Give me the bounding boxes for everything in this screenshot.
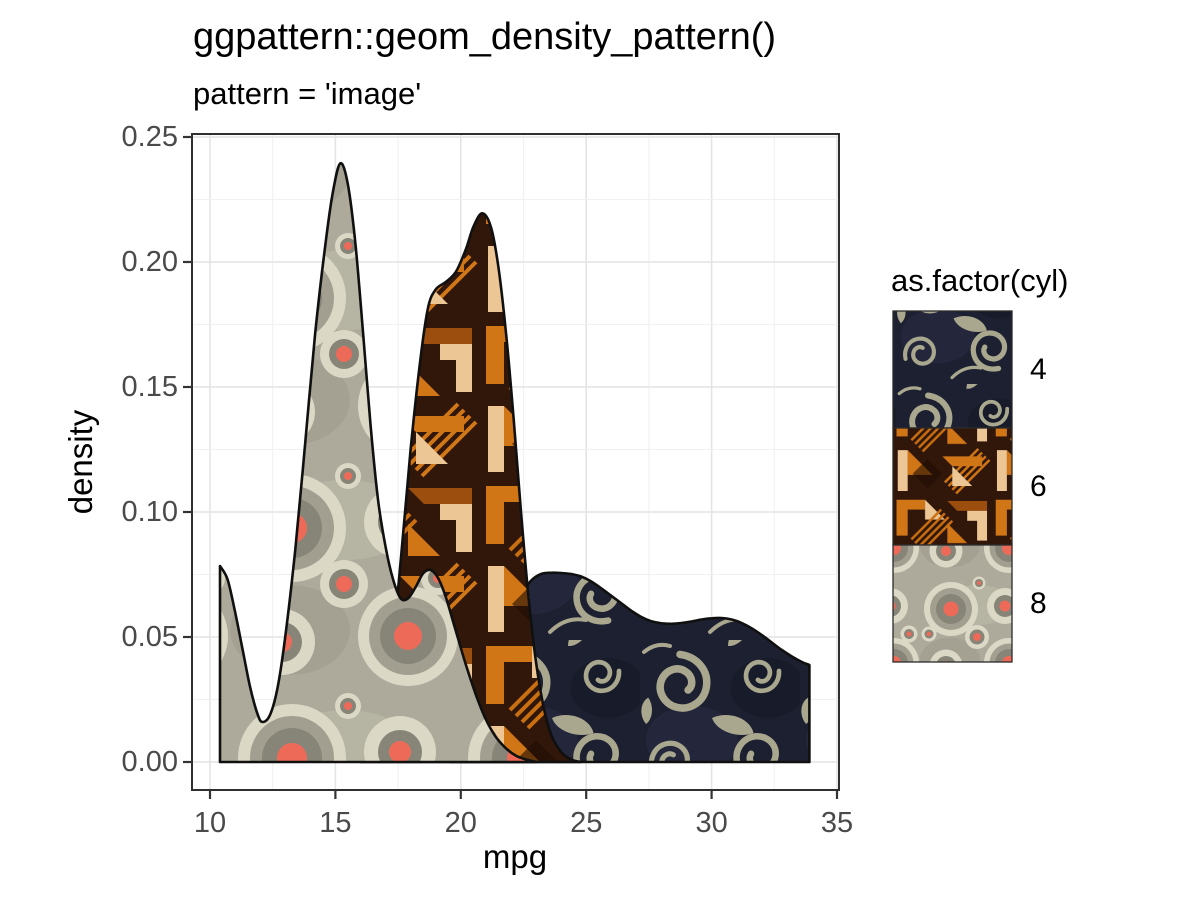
legend-label-cyl-6: 6: [1030, 470, 1047, 503]
y-tick-label: 0.05: [122, 621, 178, 653]
plot-title: ggpattern::geom_density_pattern(): [193, 16, 776, 58]
y-tick-label: 0.25: [122, 121, 178, 153]
y-tick-label: 0.15: [122, 371, 178, 403]
x-tick-label: 35: [821, 807, 853, 839]
legend-label-cyl-8: 8: [1030, 587, 1047, 620]
y-tick-label: 0.00: [122, 746, 178, 778]
density-areas: [218, 161, 811, 764]
legend-key-cyl-4: [892, 310, 1013, 429]
legend: as.factor(cyl) 4 6 8: [891, 263, 1068, 663]
legend-key-cyl-6: [892, 427, 1013, 546]
plot-subtitle: pattern = 'image': [193, 76, 421, 111]
x-tick-label: 20: [445, 807, 477, 839]
x-tick-label: 25: [570, 807, 602, 839]
x-tick-label: 30: [695, 807, 727, 839]
y-axis-title: density: [62, 409, 99, 514]
legend-label-cyl-4: 4: [1030, 353, 1047, 386]
x-tick-label: 10: [194, 807, 226, 839]
legend-key-cyl-8: [892, 544, 1013, 663]
density-area-cyl-8: [218, 161, 538, 764]
x-tick-label: 15: [319, 807, 351, 839]
legend-title: as.factor(cyl): [891, 263, 1068, 298]
y-tick-label: 0.10: [122, 496, 178, 528]
panel-border: [191, 133, 840, 791]
x-axis-title: mpg: [483, 838, 547, 875]
y-tick-label: 0.20: [122, 246, 178, 278]
axes: 10 15 20 25 30 35 0.00 0.05 0.10 0.15 0.20 0.25: [122, 121, 854, 839]
plot-panel: [191, 133, 840, 791]
legend-keys: 4 6 8: [892, 310, 1047, 663]
